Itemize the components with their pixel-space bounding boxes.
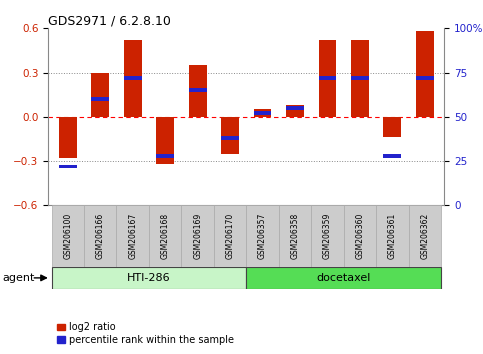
Bar: [319, 40, 337, 117]
Bar: [149, 205, 182, 267]
Bar: [84, 205, 116, 267]
Bar: [384, 154, 401, 158]
Text: GSM206166: GSM206166: [96, 213, 105, 259]
Bar: [254, 109, 271, 117]
Bar: [254, 112, 271, 115]
Bar: [52, 205, 84, 267]
Bar: [182, 205, 214, 267]
Text: GSM206167: GSM206167: [128, 213, 137, 259]
Bar: [52, 267, 246, 289]
Bar: [344, 205, 376, 267]
Bar: [221, 136, 239, 140]
Bar: [116, 205, 149, 267]
Bar: [214, 205, 246, 267]
Bar: [416, 76, 434, 80]
Bar: [124, 40, 142, 117]
Bar: [246, 205, 279, 267]
Bar: [311, 205, 344, 267]
Text: GSM206358: GSM206358: [291, 213, 299, 259]
Text: HTI-286: HTI-286: [127, 273, 171, 283]
Text: GSM206362: GSM206362: [420, 213, 429, 259]
Bar: [351, 76, 369, 80]
Bar: [319, 76, 337, 80]
Text: GSM206360: GSM206360: [355, 213, 365, 259]
Bar: [384, 117, 401, 137]
Bar: [156, 117, 174, 164]
Text: GDS2971 / 6.2.8.10: GDS2971 / 6.2.8.10: [48, 14, 171, 27]
Bar: [376, 205, 409, 267]
Bar: [124, 76, 142, 80]
Text: GSM206100: GSM206100: [63, 213, 72, 259]
Bar: [286, 106, 304, 110]
Bar: [416, 31, 434, 117]
Bar: [59, 165, 77, 168]
Bar: [91, 73, 109, 117]
Text: GSM206361: GSM206361: [388, 213, 397, 259]
Text: agent: agent: [2, 273, 35, 283]
Bar: [156, 154, 174, 158]
Text: docetaxel: docetaxel: [316, 273, 371, 283]
Text: GSM206357: GSM206357: [258, 213, 267, 259]
Bar: [59, 117, 77, 158]
Bar: [351, 40, 369, 117]
Text: GSM206359: GSM206359: [323, 213, 332, 259]
Bar: [246, 267, 441, 289]
Bar: [409, 205, 441, 267]
Bar: [286, 105, 304, 117]
Bar: [279, 205, 311, 267]
Text: GSM206168: GSM206168: [161, 213, 170, 259]
Bar: [189, 88, 207, 92]
Bar: [91, 97, 109, 101]
Legend: log2 ratio, percentile rank within the sample: log2 ratio, percentile rank within the s…: [53, 319, 238, 349]
Text: GSM206170: GSM206170: [226, 213, 235, 259]
Text: GSM206169: GSM206169: [193, 213, 202, 259]
Bar: [221, 117, 239, 154]
Bar: [189, 65, 207, 117]
